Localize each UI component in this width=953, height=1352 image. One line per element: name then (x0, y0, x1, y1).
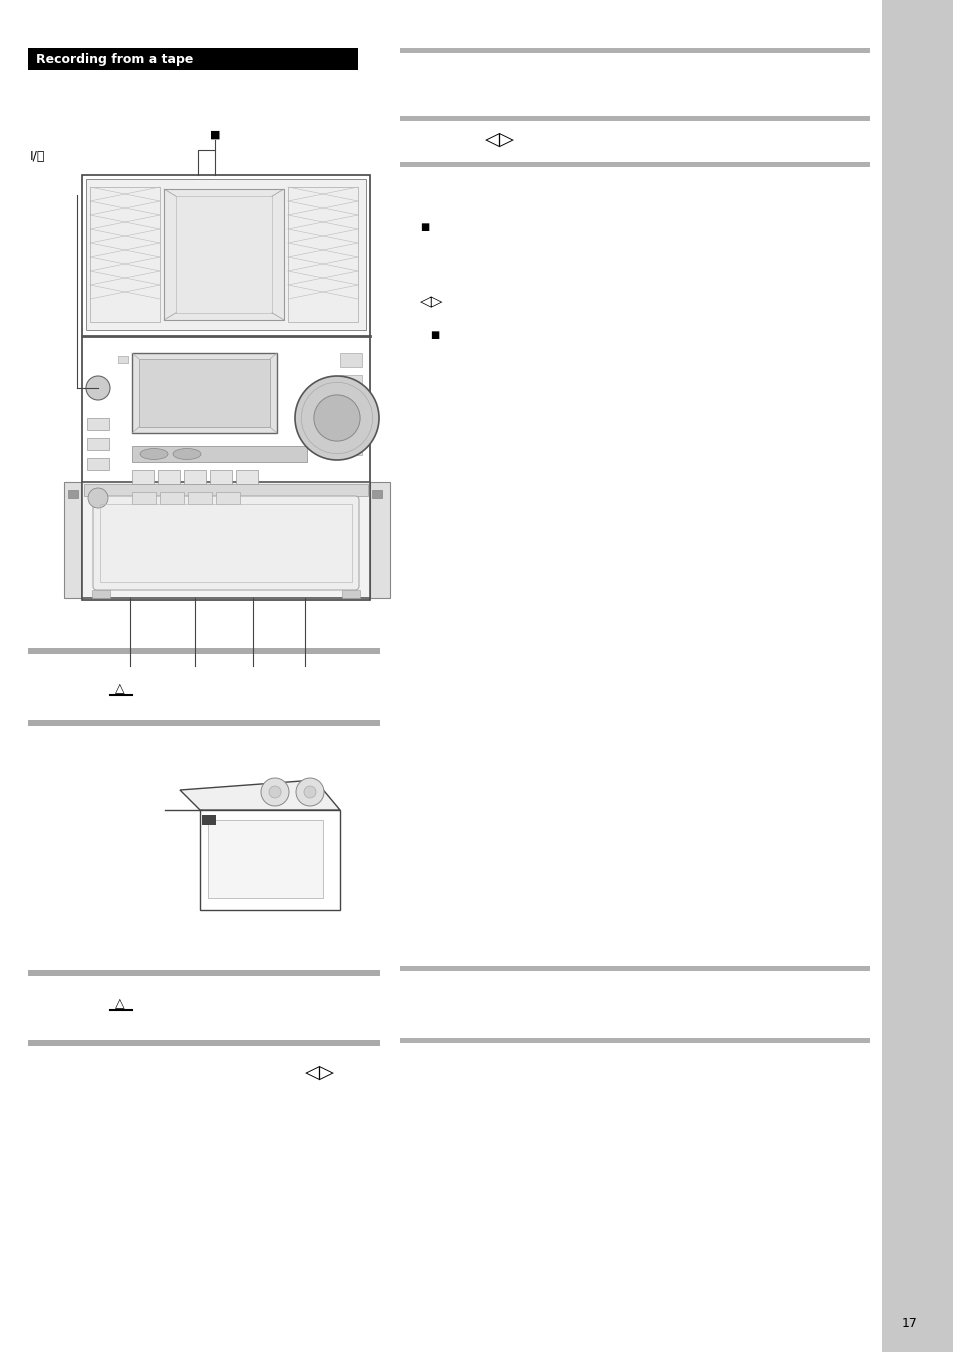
Bar (399, 1038, 869, 1042)
Bar (339, 375, 361, 389)
Bar (132, 492, 156, 504)
Bar (215, 492, 240, 504)
Text: △: △ (115, 683, 125, 695)
Circle shape (261, 777, 289, 806)
Text: Recording from a tape: Recording from a tape (36, 53, 193, 65)
Circle shape (86, 376, 110, 400)
Circle shape (88, 488, 108, 508)
Bar (90, 187, 160, 322)
Bar (68, 489, 78, 498)
Bar (87, 458, 109, 470)
Bar (339, 397, 361, 411)
Bar (132, 446, 307, 462)
Bar (882, 0, 953, 1352)
Bar (64, 483, 84, 598)
Circle shape (295, 777, 324, 806)
Text: ◁▷: ◁▷ (484, 130, 515, 149)
Text: ◁▷: ◁▷ (305, 1063, 335, 1082)
Bar (82, 174, 370, 600)
Circle shape (294, 376, 378, 460)
Bar (208, 821, 323, 898)
Bar (202, 815, 215, 825)
Bar (100, 504, 352, 581)
Bar (28, 721, 379, 726)
Bar (164, 189, 284, 320)
Bar (288, 187, 357, 322)
Bar (339, 353, 361, 366)
Bar (372, 489, 381, 498)
Circle shape (304, 786, 315, 798)
Bar (28, 648, 379, 654)
Bar (200, 810, 339, 910)
Bar (132, 470, 153, 484)
Ellipse shape (140, 449, 168, 460)
Text: ■: ■ (419, 222, 429, 233)
Bar (399, 49, 869, 53)
Bar (235, 470, 257, 484)
Bar (28, 1040, 379, 1046)
Polygon shape (180, 780, 339, 810)
Bar (87, 438, 109, 450)
Circle shape (269, 786, 281, 798)
Bar (399, 116, 869, 120)
Bar (91, 589, 110, 598)
Bar (399, 965, 869, 971)
Bar (341, 589, 359, 598)
Bar (158, 470, 180, 484)
Text: I/⏻: I/⏻ (30, 150, 46, 164)
Bar (132, 353, 276, 433)
FancyBboxPatch shape (92, 496, 358, 589)
Bar (399, 162, 869, 168)
Bar (28, 49, 357, 70)
Bar (210, 470, 232, 484)
Bar (339, 419, 361, 433)
Bar (82, 483, 370, 598)
Text: ■: ■ (210, 130, 220, 141)
Text: △: △ (115, 998, 125, 1010)
Bar (184, 470, 206, 484)
Bar (28, 969, 379, 976)
Text: ■: ■ (430, 330, 438, 339)
Bar (86, 178, 366, 330)
Bar (339, 441, 361, 456)
Bar (118, 356, 128, 362)
Circle shape (314, 395, 359, 441)
Bar (87, 418, 109, 430)
Bar (188, 492, 212, 504)
Bar (160, 492, 184, 504)
Bar (139, 360, 270, 427)
Bar (84, 484, 368, 496)
Bar (370, 483, 390, 598)
Text: 17: 17 (902, 1317, 917, 1330)
Ellipse shape (172, 449, 201, 460)
Text: ◁▷: ◁▷ (419, 295, 443, 310)
